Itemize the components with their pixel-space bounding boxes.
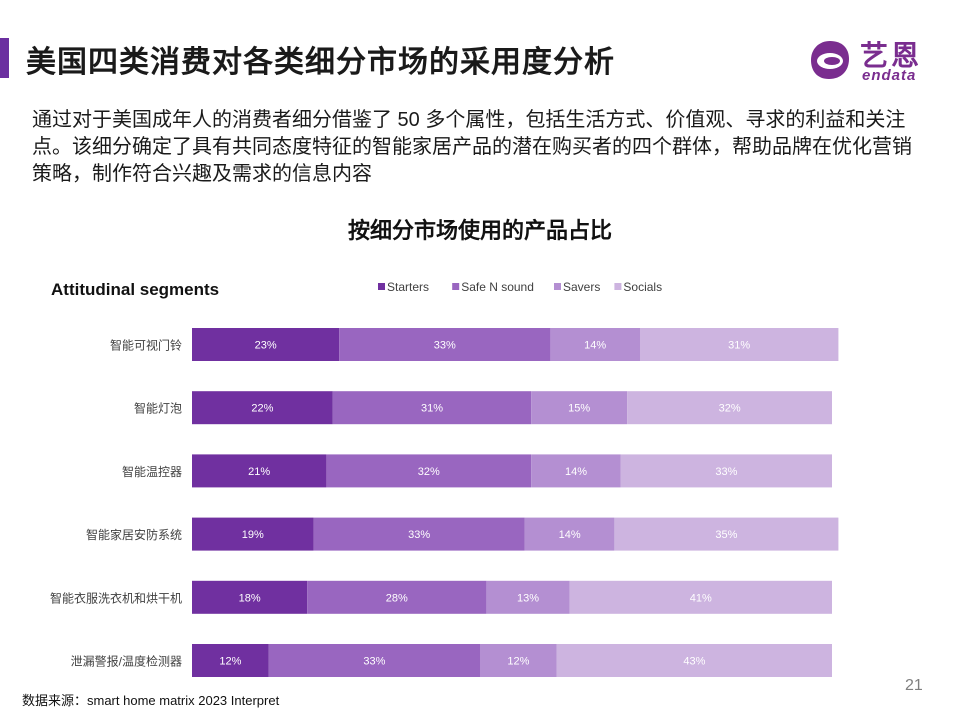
legend-swatch-0 xyxy=(378,283,385,290)
data-label: 31% xyxy=(728,340,750,352)
bar-segment xyxy=(614,517,839,551)
data-label: 35% xyxy=(715,529,737,541)
intro-paragraph: 通过对于美国成年人的消费者细分借鉴了 50 多个属性，包括生活方式、价值观、寻求… xyxy=(32,109,912,185)
bar-segment xyxy=(569,580,832,614)
bar-segment xyxy=(192,454,327,488)
data-label: 33% xyxy=(408,529,430,541)
category-label: 智能衣服洗衣机和烘干机 xyxy=(50,590,182,605)
page-number: 21 xyxy=(905,677,923,694)
data-label: 14% xyxy=(559,529,581,541)
data-label: 14% xyxy=(584,340,606,352)
bar-segment xyxy=(326,454,532,488)
logo-english-text: endata xyxy=(862,67,917,84)
bar-segment xyxy=(192,517,314,551)
logo-icon xyxy=(811,41,849,79)
data-label: 33% xyxy=(363,656,385,668)
category-label: 智能可视门铃 xyxy=(110,338,182,353)
legend-swatch-1 xyxy=(452,283,460,290)
data-label: 31% xyxy=(421,403,443,415)
bar-segment xyxy=(620,454,832,488)
category-label: 智能家居安防系统 xyxy=(86,527,182,542)
title-accent-bar xyxy=(0,38,9,78)
data-label: 18% xyxy=(239,592,261,604)
data-label: 12% xyxy=(507,656,529,668)
page-title: 美国四类消费对各类细分市场的采用度分析 xyxy=(26,46,615,79)
bar-segment xyxy=(531,454,621,488)
category-label: 智能温控器 xyxy=(122,464,182,479)
bar-segment xyxy=(192,391,333,425)
data-label: 32% xyxy=(418,466,440,478)
category-label: 智能灯泡 xyxy=(134,401,182,416)
legend-title: Attitudinal segments xyxy=(51,280,219,299)
stacked-bar-chart: Attitudinal segments Starters Safe N sound… xyxy=(50,280,839,677)
data-label: 32% xyxy=(719,403,741,415)
bar-segment xyxy=(524,517,615,551)
bar-segment xyxy=(531,391,628,425)
legend-swatch-3 xyxy=(614,283,622,290)
legend-swatch-2 xyxy=(554,283,561,290)
bar-segment xyxy=(627,391,832,425)
category-label: 泄漏警报/温度检测器 xyxy=(71,654,182,669)
bar-segment xyxy=(192,644,269,677)
data-label: 23% xyxy=(255,340,277,352)
bar-segment xyxy=(556,644,832,677)
data-label: 33% xyxy=(434,340,456,352)
legend-label-2: Savers xyxy=(563,280,600,294)
endata-logo: 艺恩 endata xyxy=(808,34,938,86)
bar-segment xyxy=(313,517,525,551)
bar-segment xyxy=(480,644,557,677)
bar-segment xyxy=(339,328,551,361)
data-label: 21% xyxy=(248,466,270,478)
data-label: 41% xyxy=(690,592,712,604)
legend-label-0: Starters xyxy=(387,280,429,294)
bar-segment xyxy=(192,328,340,361)
legend-label-3: Socials xyxy=(623,280,662,294)
bar-segment xyxy=(486,580,570,614)
bar-segment xyxy=(192,580,308,614)
data-label: 12% xyxy=(219,656,241,668)
data-label: 33% xyxy=(715,466,737,478)
bar-segment xyxy=(640,328,839,361)
bar-segment xyxy=(307,580,487,614)
bar-segment xyxy=(550,328,640,361)
bar-segment xyxy=(268,644,480,677)
data-label: 43% xyxy=(683,656,705,668)
data-label: 15% xyxy=(568,403,590,415)
data-label: 13% xyxy=(517,592,539,604)
data-label: 22% xyxy=(251,403,273,415)
data-label: 28% xyxy=(386,592,408,604)
data-source: 数据来源：smart home matrix 2023 Interpret xyxy=(22,693,280,708)
data-label: 19% xyxy=(242,529,264,541)
data-label: 14% xyxy=(565,466,587,478)
bar-segment xyxy=(332,391,532,425)
chart-title: 按细分市场使用的产品占比 xyxy=(347,218,612,243)
legend-label-1: Safe N sound xyxy=(461,280,534,294)
logo-chinese-text: 艺恩 xyxy=(860,40,923,71)
